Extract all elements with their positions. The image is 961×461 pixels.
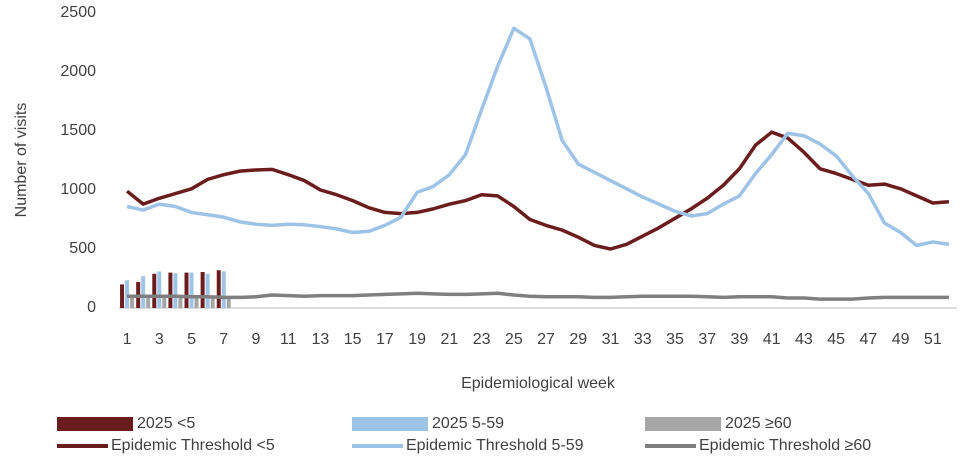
y-tick-label: 1000 xyxy=(60,181,96,198)
x-tick-label: 9 xyxy=(252,331,261,348)
x-tick-label: 51 xyxy=(924,331,942,348)
legend-label: 2025 5-59 xyxy=(432,415,504,432)
x-tick-label: 39 xyxy=(731,331,749,348)
bar xyxy=(194,296,199,308)
bar xyxy=(130,295,135,308)
x-tick-label: 15 xyxy=(344,331,362,348)
x-tick-label: 11 xyxy=(280,331,297,348)
bar xyxy=(221,271,226,308)
y-tick-label: 2500 xyxy=(60,4,96,21)
bar xyxy=(200,272,205,308)
legend-swatch xyxy=(352,417,428,431)
bar xyxy=(210,296,215,308)
x-tick-label: 49 xyxy=(892,331,910,348)
legend-label: 2025 <5 xyxy=(137,415,195,432)
bar xyxy=(205,273,210,308)
x-tick-label: 31 xyxy=(602,331,620,348)
x-tick-label: 7 xyxy=(219,331,228,348)
x-tick-label: 19 xyxy=(408,331,426,348)
legend-label: Epidemic Threshold <5 xyxy=(111,437,275,454)
x-tick-label: 41 xyxy=(763,331,781,348)
bar xyxy=(216,270,221,308)
bar xyxy=(157,271,162,308)
bar xyxy=(168,272,173,308)
x-tick-label: 35 xyxy=(666,331,684,348)
bar xyxy=(125,280,130,308)
bar xyxy=(173,273,178,308)
line xyxy=(125,130,950,251)
x-tick-label: 23 xyxy=(473,331,491,348)
x-tick-label: 17 xyxy=(376,331,394,348)
bar xyxy=(141,276,146,308)
x-tick-label: 45 xyxy=(827,331,845,348)
y-tick-label: 0 xyxy=(87,299,96,316)
line xyxy=(126,26,950,248)
bar xyxy=(226,297,231,308)
y-tick-label: 2000 xyxy=(60,63,96,80)
x-tick-label: 13 xyxy=(312,331,330,348)
bar xyxy=(152,273,157,308)
x-tick-label: 25 xyxy=(505,331,523,348)
bar xyxy=(189,272,194,308)
x-tick-label: 37 xyxy=(698,331,716,348)
x-tick-label: 29 xyxy=(569,331,587,348)
x-tick-label: 3 xyxy=(155,331,164,348)
x-tick-label: 21 xyxy=(440,331,458,348)
legend-swatch xyxy=(57,417,133,431)
legend-swatch xyxy=(645,417,721,431)
legend-label: 2025 ≥60 xyxy=(725,415,792,432)
y-tick-label: 1500 xyxy=(60,122,96,139)
bar xyxy=(184,272,189,308)
x-tick-label: 33 xyxy=(634,331,652,348)
x-tick-label: 47 xyxy=(859,331,877,348)
bar xyxy=(120,284,125,308)
bar xyxy=(146,295,151,308)
bar xyxy=(162,296,167,308)
x-axis-title: Epidemiological week xyxy=(461,375,616,392)
bar xyxy=(178,296,183,308)
x-tick-label: 1 xyxy=(123,331,132,348)
y-tick-label: 500 xyxy=(69,240,96,257)
legend-label: Epidemic Threshold ≥60 xyxy=(699,437,871,454)
y-axis-title: Number of visits xyxy=(13,103,30,218)
legend-label: Epidemic Threshold 5-59 xyxy=(406,437,584,454)
x-tick-label: 27 xyxy=(537,331,555,348)
x-tick-label: 5 xyxy=(187,331,196,348)
line xyxy=(127,291,949,301)
x-tick-label: 43 xyxy=(795,331,813,348)
